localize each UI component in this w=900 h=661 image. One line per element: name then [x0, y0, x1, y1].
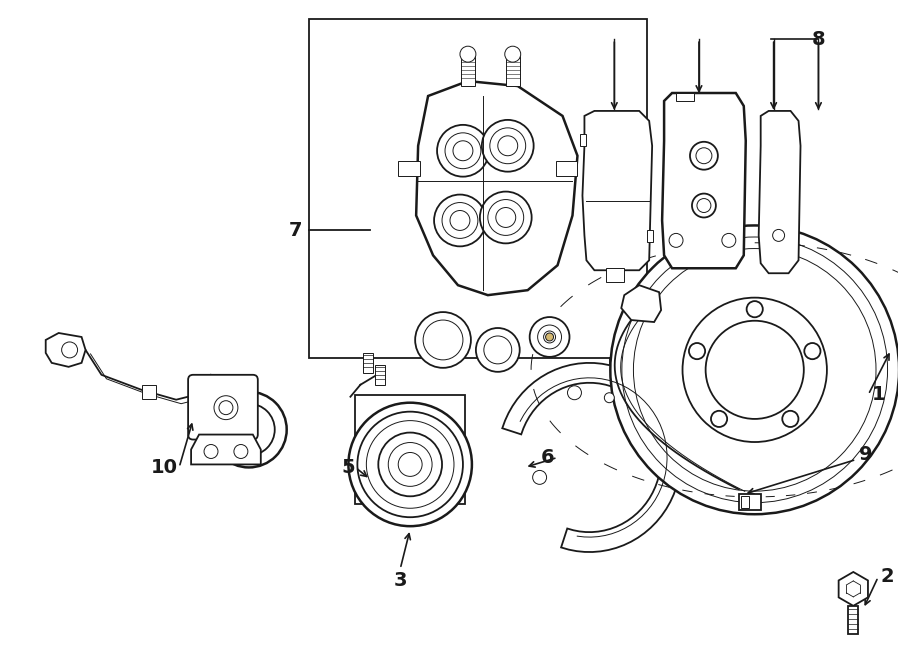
Circle shape	[234, 444, 248, 459]
Circle shape	[772, 229, 785, 241]
Bar	[375, 365, 385, 385]
Circle shape	[722, 233, 736, 247]
Ellipse shape	[606, 358, 894, 382]
Polygon shape	[662, 93, 746, 268]
Circle shape	[434, 194, 486, 247]
Text: 9: 9	[860, 445, 873, 464]
Circle shape	[689, 343, 705, 359]
Circle shape	[711, 410, 727, 427]
Bar	[555, 161, 578, 176]
Circle shape	[61, 342, 77, 358]
FancyBboxPatch shape	[188, 375, 257, 440]
Circle shape	[204, 444, 218, 459]
Circle shape	[460, 46, 476, 62]
Bar	[398, 161, 420, 176]
Circle shape	[568, 386, 581, 400]
Circle shape	[805, 343, 821, 359]
Bar	[142, 385, 157, 399]
Polygon shape	[839, 572, 868, 606]
Polygon shape	[621, 285, 662, 322]
Circle shape	[482, 120, 534, 172]
Circle shape	[415, 312, 471, 368]
Circle shape	[682, 297, 827, 442]
Text: 8: 8	[812, 30, 825, 49]
Circle shape	[530, 317, 570, 357]
Circle shape	[692, 194, 716, 217]
Text: 5: 5	[342, 458, 356, 477]
Bar	[741, 496, 749, 508]
Bar	[607, 268, 625, 282]
Bar	[849, 606, 859, 634]
Polygon shape	[582, 111, 652, 270]
Bar	[739, 494, 760, 510]
Text: 6: 6	[541, 448, 554, 467]
Bar	[647, 231, 653, 243]
Text: 2: 2	[880, 567, 894, 586]
Circle shape	[437, 125, 489, 176]
Bar	[580, 134, 587, 146]
Circle shape	[782, 410, 798, 427]
Circle shape	[690, 142, 718, 170]
Polygon shape	[46, 333, 86, 367]
Circle shape	[669, 233, 683, 247]
Circle shape	[348, 403, 472, 526]
Text: 4: 4	[206, 418, 220, 437]
Text: 10: 10	[150, 458, 177, 477]
Circle shape	[505, 46, 521, 62]
Polygon shape	[759, 111, 800, 273]
Circle shape	[480, 192, 532, 243]
Text: 1: 1	[871, 385, 885, 405]
Circle shape	[214, 396, 238, 420]
Bar	[356, 395, 465, 504]
Polygon shape	[191, 434, 261, 465]
Bar	[461, 56, 475, 86]
Text: 3: 3	[393, 572, 407, 590]
Bar	[506, 56, 519, 86]
Bar	[676, 93, 694, 101]
Polygon shape	[502, 363, 681, 552]
Circle shape	[604, 393, 615, 403]
Circle shape	[610, 225, 899, 514]
Circle shape	[747, 301, 763, 317]
Circle shape	[476, 328, 519, 372]
Circle shape	[378, 432, 442, 496]
Bar	[364, 353, 374, 373]
Polygon shape	[416, 81, 578, 295]
Circle shape	[545, 333, 554, 341]
Bar	[309, 19, 647, 358]
Circle shape	[706, 321, 804, 419]
Circle shape	[211, 392, 287, 467]
Text: 7: 7	[289, 221, 302, 240]
Circle shape	[533, 471, 546, 485]
